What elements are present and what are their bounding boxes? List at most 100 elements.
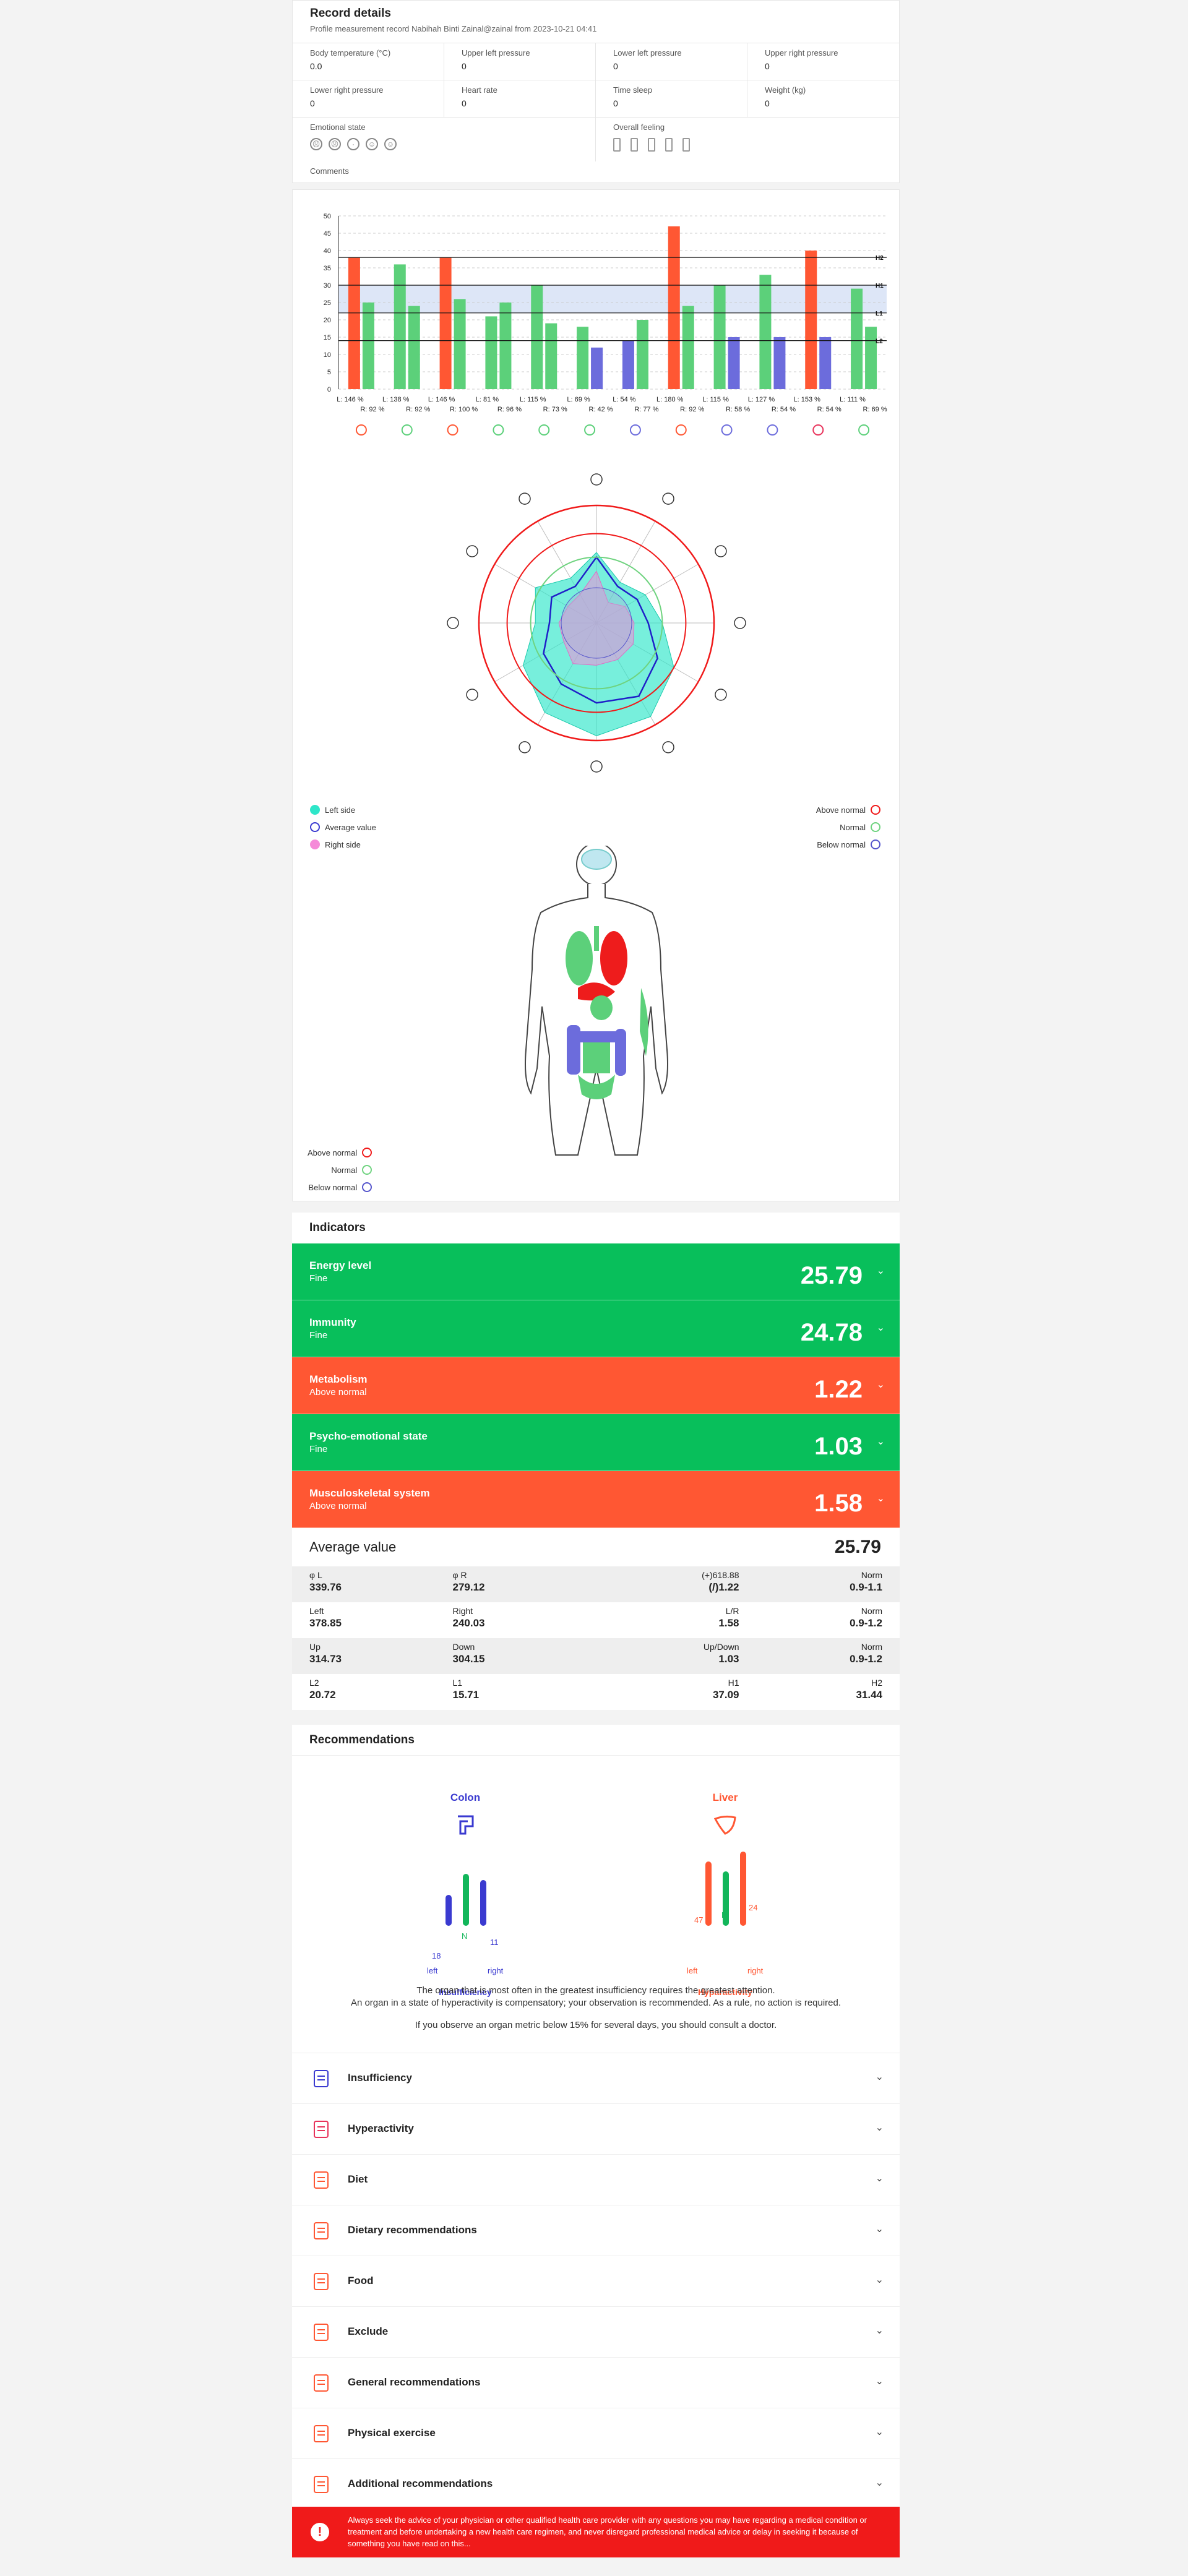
x-tick-label-right: R: 58 % — [726, 406, 750, 413]
chevron-down-icon[interactable]: ⌄ — [875, 2478, 884, 2488]
bar-left[interactable] — [622, 340, 634, 389]
battery-level-2-icon[interactable] — [631, 138, 638, 152]
indicator-status: Above normal — [309, 1501, 367, 1511]
x-tick-label-right: R: 54 % — [772, 406, 796, 413]
indicator-value: 1.03 — [814, 1433, 863, 1460]
battery-level-4-icon[interactable] — [665, 138, 673, 152]
sad-face-icon[interactable]: ☹ — [329, 138, 341, 150]
chevron-down-icon[interactable]: ⌄ — [876, 1493, 885, 1504]
colon-name: Colon — [450, 1792, 481, 1803]
accordion-item[interactable]: Diet ⌄ — [292, 2154, 900, 2205]
bar-right[interactable] — [499, 303, 512, 389]
very-sad-face-icon[interactable]: ☹ — [310, 138, 322, 150]
legend-label: Left side — [325, 805, 356, 815]
indicator-row[interactable]: Metabolism Above normal 1.22 ⌄ — [292, 1357, 900, 1414]
bar-left[interactable] — [805, 251, 817, 389]
bar-left[interactable] — [439, 257, 452, 389]
accordion-item[interactable]: Additional recommendations ⌄ — [292, 2458, 900, 2509]
indicator-value: 1.22 — [814, 1376, 863, 1403]
x-tick-label-right: R: 77 % — [634, 406, 658, 413]
x-tick-label-left: L: 180 % — [656, 396, 684, 403]
bar-left[interactable] — [668, 226, 680, 389]
x-tick-label-right: R: 69 % — [863, 406, 887, 413]
bar-right[interactable] — [728, 337, 740, 389]
organ-icon — [662, 492, 674, 505]
bar-left[interactable] — [759, 275, 772, 389]
chevron-down-icon[interactable]: ⌄ — [876, 1436, 885, 1447]
bar-left[interactable] — [577, 327, 589, 389]
chevron-down-icon[interactable]: ⌄ — [876, 1266, 885, 1276]
battery-level-3-icon[interactable] — [648, 138, 655, 152]
accordion-item[interactable]: Hyperactivity ⌄ — [292, 2103, 900, 2154]
document-icon — [314, 2222, 329, 2239]
indicator-row[interactable]: Immunity Fine 24.78 ⌄ — [292, 1300, 900, 1357]
indicator-row[interactable]: Musculoskeletal system Above normal 1.58 ⌄ — [292, 1471, 900, 1528]
organ-icon — [715, 689, 727, 701]
bar-left[interactable] — [485, 316, 497, 389]
accordion-item[interactable]: Exclude ⌄ — [292, 2306, 900, 2357]
bar-right[interactable] — [865, 327, 877, 389]
colon-block: Colon 18 N 11 left right Insufficiency — [416, 1792, 515, 1997]
bar-left[interactable] — [394, 264, 406, 389]
bar-right[interactable] — [682, 306, 694, 389]
measurement-label: Lower right pressure — [310, 85, 384, 95]
metric-label: φ L — [309, 1570, 322, 1580]
chevron-down-icon[interactable]: ⌄ — [875, 2072, 884, 2082]
battery-level-5-icon[interactable] — [682, 138, 690, 152]
bar-right[interactable] — [819, 337, 832, 389]
bar-right[interactable] — [545, 323, 557, 389]
metric-label: (+)618.88 — [702, 1570, 739, 1580]
chevron-down-icon[interactable]: ⌄ — [875, 2173, 884, 2184]
metrics-row: Left 378.85 Right 240.03 L/R 1.58 Norm 0.9-1.2 — [292, 1602, 900, 1638]
chevron-down-icon[interactable]: ⌄ — [876, 1380, 885, 1390]
accordion-item[interactable]: Insufficiency ⌄ — [292, 2053, 900, 2103]
liver-icon — [314, 2121, 329, 2138]
metric-cell: Norm 0.9-1.2 — [739, 1606, 882, 1634]
chevron-down-icon[interactable]: ⌄ — [875, 2224, 884, 2235]
bar-right[interactable] — [362, 303, 374, 389]
metric-value: 279.12 — [452, 1581, 485, 1593]
bar-right[interactable] — [454, 299, 466, 389]
accordion-item[interactable]: Physical exercise ⌄ — [292, 2408, 900, 2458]
liver-block: Liver 47 N 24 left right Hyparactivity — [676, 1792, 775, 1997]
state-row: Emotional state ☹ ☹ · ☺ ☺ Overall feelin… — [293, 117, 899, 161]
body-organ-map — [525, 846, 668, 1156]
accordion-item[interactable]: General recommendations ⌄ — [292, 2357, 900, 2408]
indicator-row[interactable]: Energy level Fine 25.79 ⌄ — [292, 1243, 900, 1300]
chevron-down-icon[interactable]: ⌄ — [875, 2123, 884, 2133]
metric-label: Up — [309, 1642, 321, 1652]
battery-level-1-icon[interactable] — [613, 138, 621, 152]
accordion-item[interactable]: Food ⌄ — [292, 2256, 900, 2306]
legend-swatch — [310, 839, 320, 849]
y-tick-label: 15 — [324, 334, 331, 341]
chevron-down-icon[interactable]: ⌄ — [875, 2325, 884, 2336]
organ-icon — [812, 424, 824, 436]
very-happy-face-icon[interactable]: ☺ — [384, 138, 397, 150]
organ-icon — [675, 424, 687, 436]
chevron-down-icon[interactable]: ⌄ — [875, 2376, 884, 2387]
bar-right[interactable] — [408, 306, 420, 389]
neutral-face-icon[interactable]: · — [347, 138, 359, 150]
chevron-down-icon[interactable]: ⌄ — [876, 1323, 885, 1333]
indicator-row[interactable]: Psycho-emotional state Fine 1.03 ⌄ — [292, 1414, 900, 1471]
bar-left[interactable] — [531, 285, 543, 389]
measurement-value: 0 — [613, 61, 618, 71]
accordion-item[interactable]: Dietary recommendations ⌄ — [292, 2205, 900, 2256]
legend-label: Normal — [331, 1165, 358, 1175]
bar-left[interactable] — [713, 285, 726, 389]
metric-value: 339.76 — [309, 1581, 342, 1593]
bar-right[interactable] — [636, 320, 648, 389]
bar-right[interactable] — [773, 337, 786, 389]
chevron-down-icon[interactable]: ⌄ — [875, 2427, 884, 2437]
metric-value: 0.9-1.1 — [850, 1581, 882, 1593]
x-tick-label-left: L: 115 % — [520, 396, 546, 403]
bar-left[interactable] — [851, 288, 863, 389]
body-legend: Above normal Normal Below normal — [308, 1144, 372, 1196]
bar-right[interactable] — [591, 347, 603, 389]
happy-face-icon[interactable]: ☺ — [366, 138, 378, 150]
x-tick-label-left: L: 146 % — [428, 396, 455, 403]
comments-label: Comments — [310, 166, 349, 176]
bar-left[interactable] — [348, 257, 360, 389]
chevron-down-icon[interactable]: ⌄ — [875, 2275, 884, 2285]
organ-icon — [401, 424, 413, 436]
